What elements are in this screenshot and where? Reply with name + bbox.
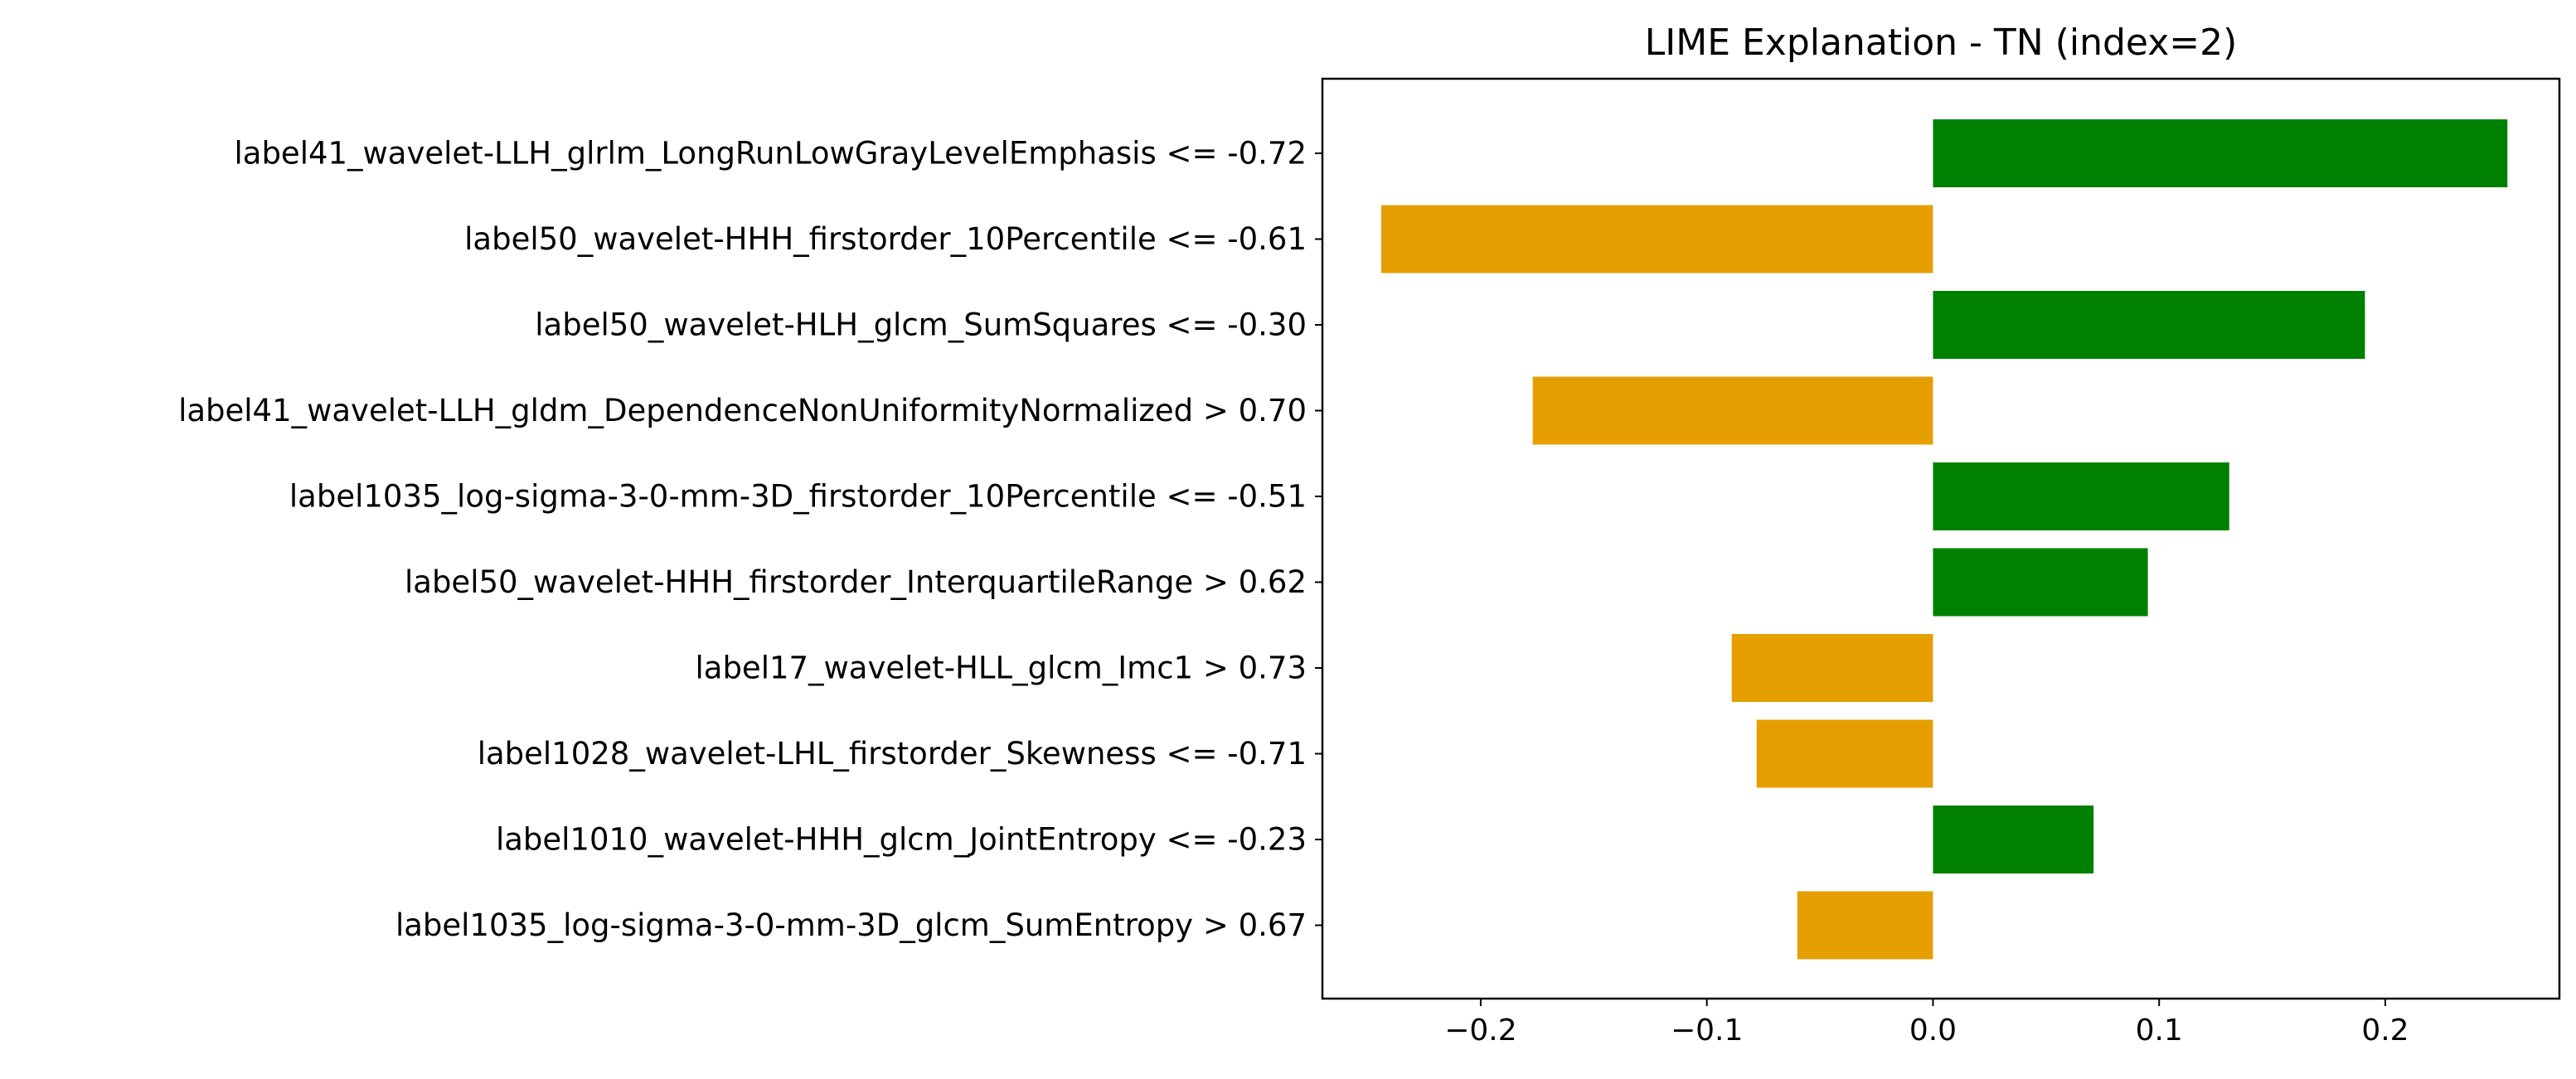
chart-title: LIME Explanation - TN (index=2) [1645,22,2238,64]
y-tick-label: label1028_wavelet-LHL_firstorder_Skewnes… [478,736,1307,772]
bar-1 [1933,119,2508,187]
y-tick-label: label50_wavelet-HLH_glcm_SumSquares <= -… [535,307,1307,343]
bar-3 [1933,291,2365,359]
bar-5 [1933,462,2229,530]
y-tick-label: label1035_log-sigma-3-0-mm-3D_firstorder… [289,479,1307,515]
y-tick-label: label1010_wavelet-HHH_glcm_JointEntropy … [496,822,1307,858]
y-tick-label: label41_wavelet-LLH_gldm_DependenceNonUn… [178,393,1307,428]
y-tick-label: label50_wavelet-HHH_firstorder_Interquar… [405,564,1307,600]
bar-10 [1797,891,1933,960]
y-tick-labels: label41_wavelet-LLH_glrlm_LongRunLowGray… [178,136,1322,943]
x-tick-label: 0.2 [2361,1014,2409,1048]
bar-9 [1933,806,2094,873]
x-tick-label: 0.1 [2136,1014,2183,1048]
bar-2 [1380,205,1933,273]
bar-7 [1731,634,1933,702]
bars-layer [1380,119,2508,960]
axes-layer [1321,77,2561,1000]
bar-4 [1532,376,1933,445]
bar-8 [1756,719,1933,788]
y-tick-label: label17_wavelet-HLL_glcm_Imc1 > 0.73 [695,651,1307,686]
x-tick-label: −0.2 [1444,1014,1516,1048]
plot-frame [1321,77,2561,1000]
y-tick-label: label50_wavelet-HHH_firstorder_10Percent… [464,221,1307,257]
y-tick-label: label1035_log-sigma-3-0-mm-3D_glcm_SumEn… [395,907,1307,943]
x-ticks: −0.2 −0.1 0.0 0.1 0.2 [1444,999,2409,1048]
y-tick-label: label41_wavelet-LLH_glrlm_LongRunLowGray… [234,136,1307,172]
x-tick-label: −0.1 [1671,1014,1743,1048]
x-tick-label: 0.0 [1909,1014,1957,1048]
bar-6 [1933,548,2148,617]
